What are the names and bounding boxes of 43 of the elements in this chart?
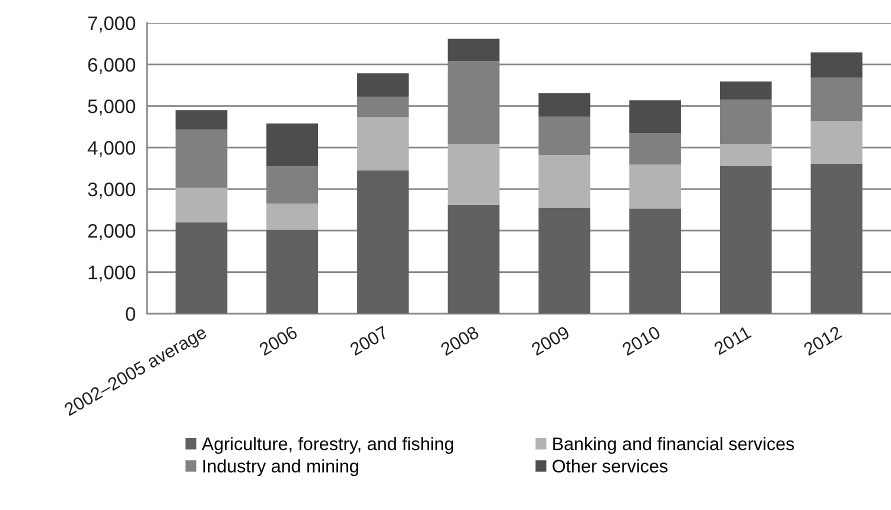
x-tick-label: 2009 (530, 326, 570, 356)
legend-label: Banking and financial services (553, 437, 794, 454)
y-tick-label: 4,000 (88, 141, 136, 158)
bar (176, 110, 228, 130)
legend-label: Agriculture, forestry, and fishing (202, 437, 454, 454)
x-tick-label: 2012 (802, 326, 842, 356)
bar (176, 188, 228, 222)
legend-label: Other services (552, 459, 668, 473)
bar (720, 144, 772, 166)
bar (538, 93, 590, 117)
y-tick-label: 2,000 (88, 224, 136, 240)
y-tick-label: 0 (126, 307, 136, 321)
x-tick-label: 2011 (713, 326, 752, 356)
bar (448, 38, 500, 62)
bar (266, 230, 318, 314)
bar (357, 170, 409, 314)
bar (538, 155, 590, 208)
bar (357, 117, 409, 170)
x-tick-label: 2008 (440, 326, 480, 356)
bar (357, 73, 409, 97)
y-tick-label: 6,000 (88, 58, 136, 74)
bar (266, 123, 318, 166)
bar (629, 208, 681, 314)
bar (176, 222, 228, 314)
y-tick-label: 5,000 (88, 99, 136, 116)
bar (538, 208, 590, 314)
y-tick-label: 3,000 (88, 182, 136, 199)
y-tick-label: 7,000 (88, 16, 136, 32)
bar (629, 164, 681, 209)
bar (629, 100, 681, 133)
bar (266, 204, 318, 230)
y-tick-label: 1,000 (88, 266, 136, 282)
bar (720, 166, 772, 314)
bar (448, 144, 500, 205)
bar (448, 204, 500, 314)
x-tick-label: 2010 (621, 326, 662, 356)
legend-label: Industry and mining (203, 459, 358, 476)
x-tick-label: 2006 (258, 326, 298, 356)
bar (810, 164, 862, 314)
x-tick-label: 2007 (349, 326, 389, 356)
bar (810, 120, 862, 164)
bar (810, 52, 862, 78)
bar (720, 82, 772, 100)
